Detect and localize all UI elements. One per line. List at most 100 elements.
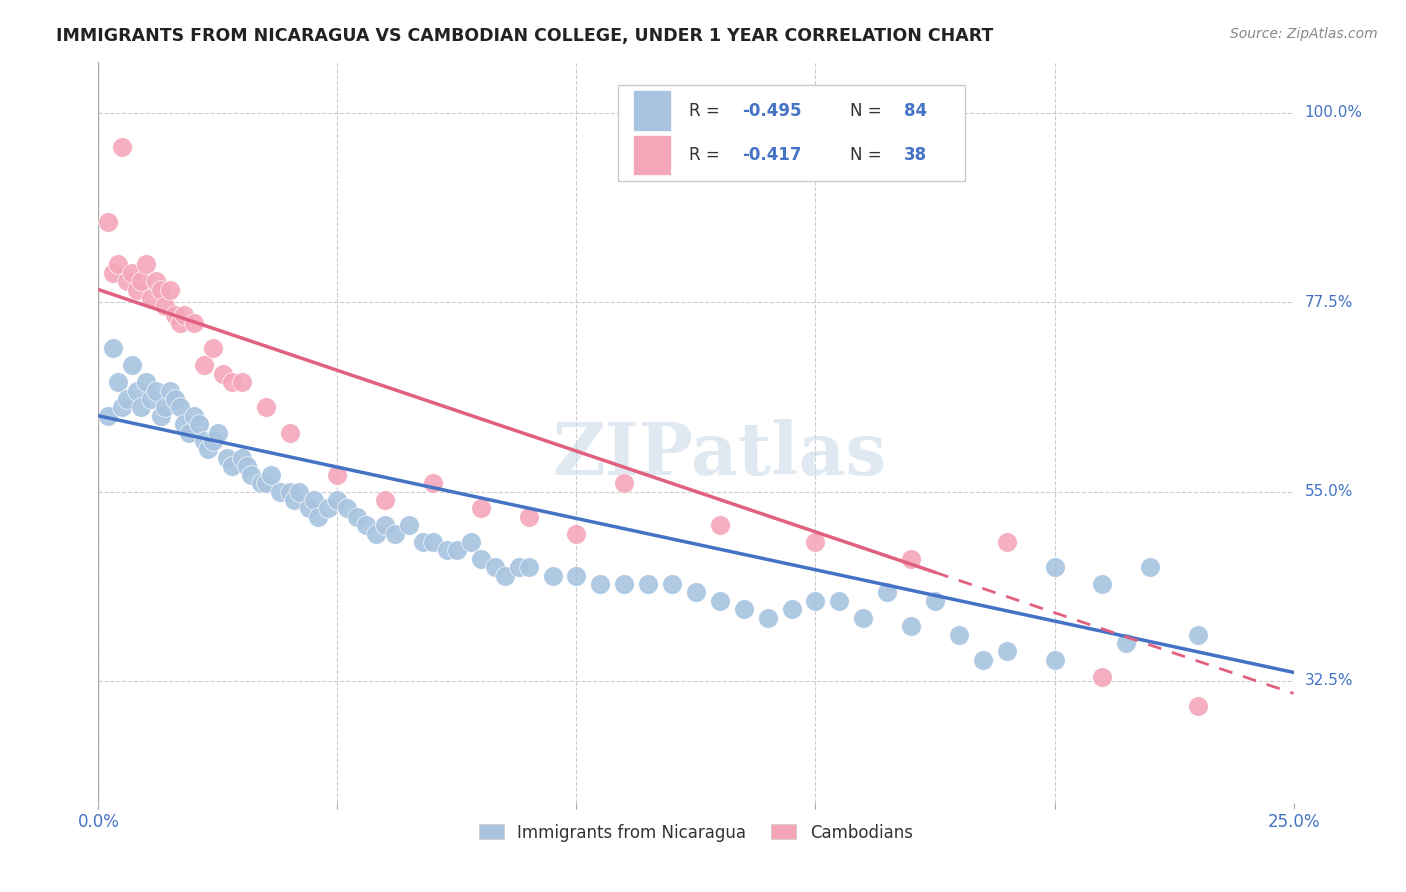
Point: [384, 526, 406, 541]
Point: [494, 568, 516, 582]
Text: 77.5%: 77.5%: [1305, 294, 1353, 310]
Point: [460, 535, 482, 549]
Point: [995, 644, 1018, 658]
Point: [111, 401, 134, 415]
Point: [326, 467, 349, 482]
Point: [163, 308, 186, 322]
Point: [422, 476, 444, 491]
Point: [316, 501, 339, 516]
Point: [1187, 627, 1209, 641]
Point: [1091, 577, 1114, 591]
Point: [155, 300, 177, 314]
Point: [517, 560, 540, 574]
Text: 55.0%: 55.0%: [1305, 484, 1353, 499]
Text: 32.5%: 32.5%: [1305, 673, 1353, 689]
Point: [179, 425, 201, 440]
Point: [995, 535, 1018, 549]
Point: [145, 384, 167, 398]
Point: [1187, 699, 1209, 714]
Point: [924, 594, 946, 608]
Point: [221, 459, 243, 474]
Point: [183, 409, 205, 423]
Point: [302, 492, 325, 507]
FancyBboxPatch shape: [619, 85, 965, 181]
Point: [517, 509, 540, 524]
Point: [804, 535, 827, 549]
Point: [278, 425, 301, 440]
Point: [346, 509, 368, 524]
Point: [169, 316, 191, 330]
Point: [336, 501, 359, 516]
Point: [131, 274, 153, 288]
Point: [364, 526, 387, 541]
Point: [637, 577, 659, 591]
Point: [193, 359, 215, 373]
FancyBboxPatch shape: [633, 135, 671, 176]
Point: [446, 543, 468, 558]
Point: [307, 509, 329, 524]
Point: [756, 610, 779, 624]
Point: [709, 594, 731, 608]
Point: [240, 467, 263, 482]
Point: [900, 619, 922, 633]
Point: [115, 274, 138, 288]
Point: [139, 392, 162, 406]
Point: [613, 476, 636, 491]
Text: 38: 38: [904, 146, 927, 164]
Point: [97, 215, 120, 229]
Point: [101, 342, 124, 356]
Text: N =: N =: [851, 146, 887, 164]
Point: [149, 283, 172, 297]
Point: [183, 316, 205, 330]
Text: N =: N =: [851, 102, 887, 120]
Point: [278, 484, 301, 499]
Text: 100.0%: 100.0%: [1305, 105, 1362, 120]
Point: [250, 476, 273, 491]
Text: R =: R =: [689, 146, 725, 164]
Point: [159, 283, 181, 297]
Point: [193, 434, 215, 448]
Point: [221, 375, 243, 389]
Point: [121, 266, 143, 280]
Point: [97, 409, 120, 423]
Point: [125, 283, 148, 297]
Text: 84: 84: [904, 102, 927, 120]
Point: [374, 518, 396, 533]
Point: [508, 560, 530, 574]
Point: [155, 401, 177, 415]
Point: [254, 476, 277, 491]
Point: [173, 308, 195, 322]
Point: [163, 392, 186, 406]
Point: [283, 492, 305, 507]
Point: [484, 560, 506, 574]
Point: [202, 342, 225, 356]
Point: [422, 535, 444, 549]
Point: [565, 568, 588, 582]
Point: [780, 602, 803, 616]
Point: [231, 375, 253, 389]
Point: [135, 257, 157, 271]
Point: [254, 401, 277, 415]
Point: [131, 401, 153, 415]
Point: [269, 484, 291, 499]
Point: [828, 594, 851, 608]
Text: -0.495: -0.495: [742, 102, 801, 120]
Point: [354, 518, 377, 533]
Point: [541, 568, 564, 582]
Point: [709, 518, 731, 533]
Legend: Immigrants from Nicaragua, Cambodians: Immigrants from Nicaragua, Cambodians: [471, 815, 921, 850]
Point: [288, 484, 311, 499]
Point: [211, 367, 233, 381]
Point: [145, 274, 167, 288]
Point: [298, 501, 321, 516]
Point: [661, 577, 683, 591]
Point: [876, 585, 898, 599]
Text: -0.417: -0.417: [742, 146, 801, 164]
Point: [107, 375, 129, 389]
Point: [1091, 670, 1114, 684]
Point: [398, 518, 420, 533]
Point: [1139, 560, 1161, 574]
Point: [470, 501, 492, 516]
Point: [436, 543, 458, 558]
Point: [374, 492, 396, 507]
